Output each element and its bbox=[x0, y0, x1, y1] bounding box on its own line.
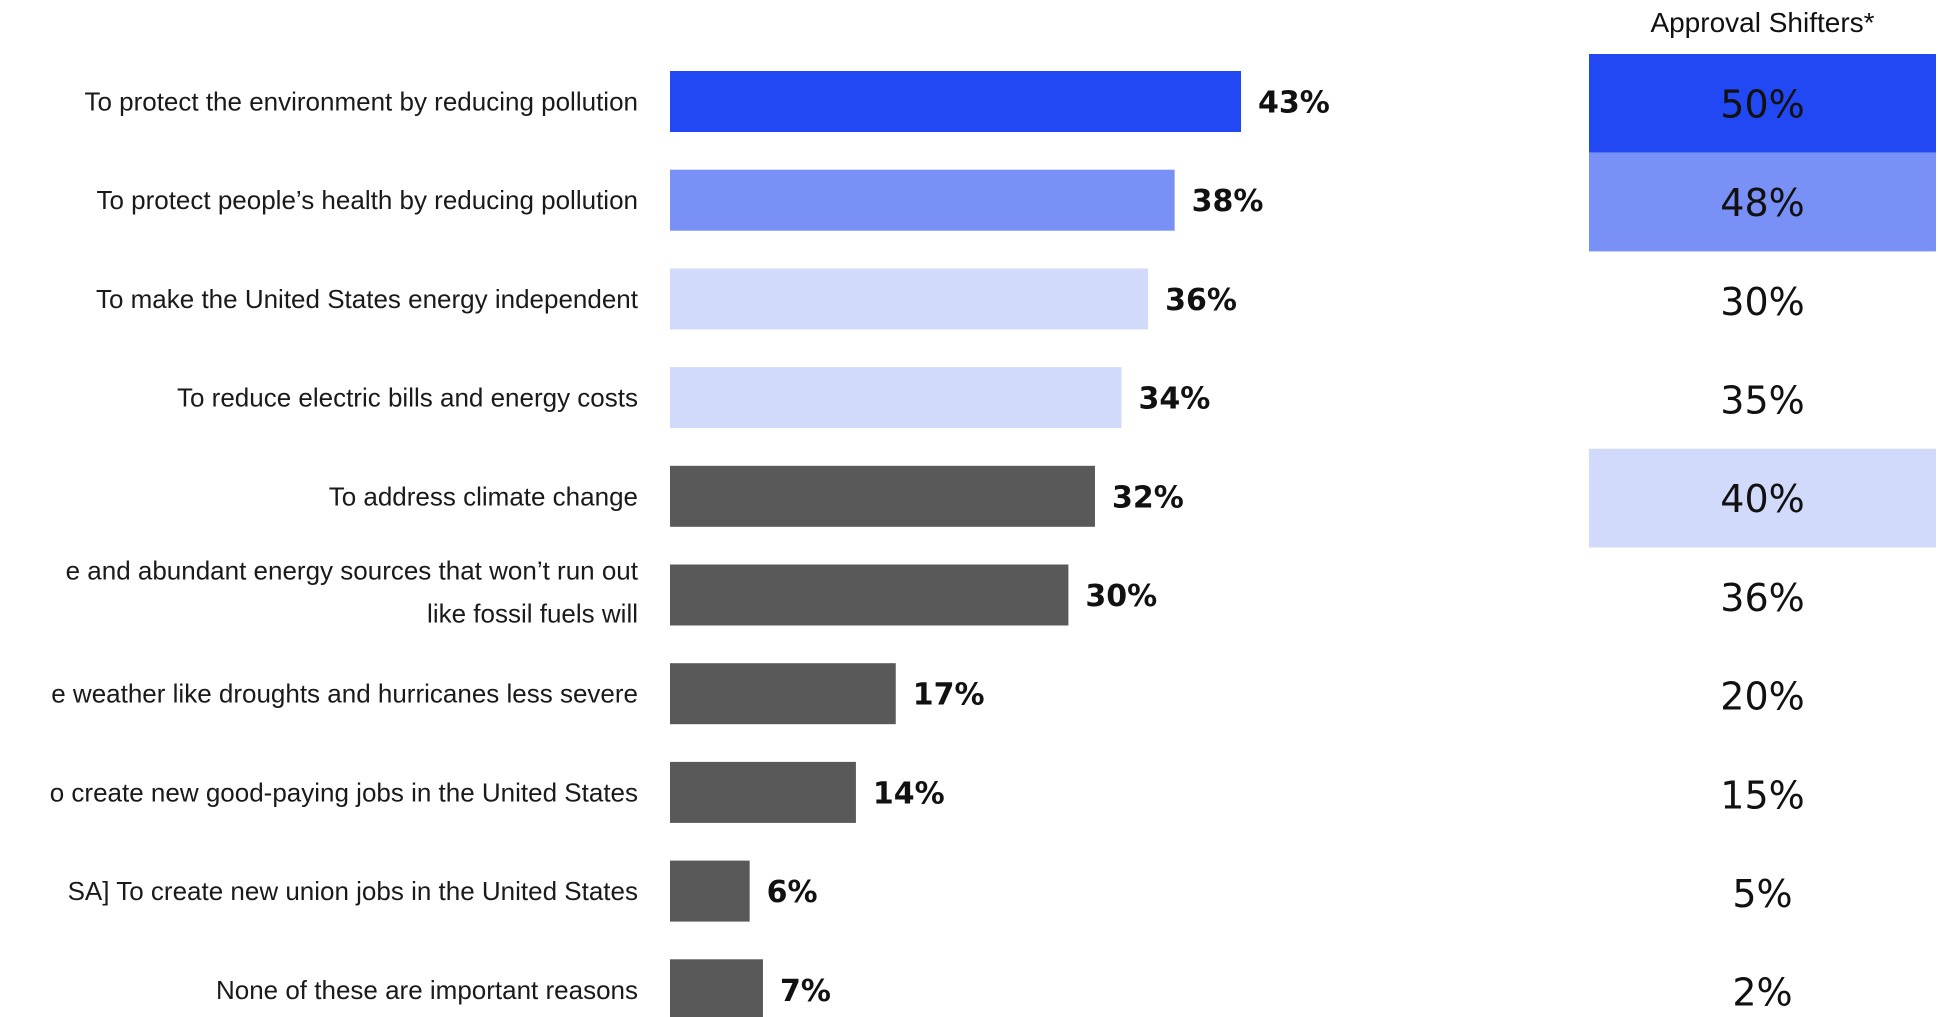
category-label-5: e and abundant energy sources that won’t… bbox=[66, 556, 639, 629]
shifter-value-5: 36% bbox=[1720, 576, 1804, 620]
bar-5 bbox=[670, 564, 1069, 626]
category-label-6: e weather like droughts and hurricanes l… bbox=[51, 679, 638, 709]
shifter-value-1: 48% bbox=[1720, 181, 1804, 225]
bar-4 bbox=[670, 465, 1095, 527]
category-label-4: To address climate change bbox=[329, 481, 638, 511]
shifter-value-3: 35% bbox=[1720, 378, 1804, 422]
shifter-value-7: 15% bbox=[1720, 773, 1804, 817]
value-label-5: 30% bbox=[1085, 579, 1157, 614]
shifter-highlight-0 bbox=[1589, 54, 1936, 153]
bar-3 bbox=[670, 367, 1122, 429]
value-label-6: 17% bbox=[913, 678, 985, 713]
bar-1 bbox=[670, 169, 1175, 231]
value-label-4: 32% bbox=[1112, 480, 1184, 515]
shifter-highlight-1 bbox=[1589, 152, 1936, 252]
category-label-3: To reduce electric bills and energy cost… bbox=[177, 383, 638, 413]
shifter-value-6: 20% bbox=[1720, 675, 1804, 719]
category-label-7: o create new good-paying jobs in the Uni… bbox=[50, 777, 638, 807]
value-label-3: 34% bbox=[1139, 382, 1211, 417]
value-label-8: 6% bbox=[767, 875, 818, 910]
value-label-7: 14% bbox=[873, 776, 945, 811]
bar-8 bbox=[670, 860, 750, 922]
value-label-1: 38% bbox=[1192, 184, 1264, 219]
shifter-value-8: 5% bbox=[1732, 872, 1792, 916]
value-label-2: 36% bbox=[1165, 283, 1237, 318]
shifter-value-4: 40% bbox=[1720, 477, 1804, 521]
bar-2 bbox=[670, 268, 1149, 330]
category-label-0: To protect the environment by reducing p… bbox=[84, 87, 638, 117]
shifter-highlight-4 bbox=[1589, 448, 1936, 548]
category-label-8: SA] To create new union jobs in the Unit… bbox=[68, 876, 638, 906]
value-label-0: 43% bbox=[1258, 86, 1330, 121]
category-label-1: To protect people’s health by reducing p… bbox=[96, 185, 638, 215]
shifter-value-9: 2% bbox=[1732, 971, 1792, 1015]
category-label-9: None of these are important reasons bbox=[216, 975, 638, 1005]
bar-9 bbox=[670, 959, 763, 1017]
shifter-value-0: 50% bbox=[1720, 82, 1804, 126]
bar-0 bbox=[670, 71, 1242, 132]
category-label-2: To make the United States energy indepen… bbox=[96, 284, 639, 314]
shifter-value-2: 30% bbox=[1720, 280, 1804, 324]
value-label-9: 7% bbox=[780, 974, 831, 1009]
bar-7 bbox=[670, 761, 856, 823]
side-column-header: Approval Shifters* bbox=[1650, 7, 1874, 38]
bar-6 bbox=[670, 663, 896, 725]
